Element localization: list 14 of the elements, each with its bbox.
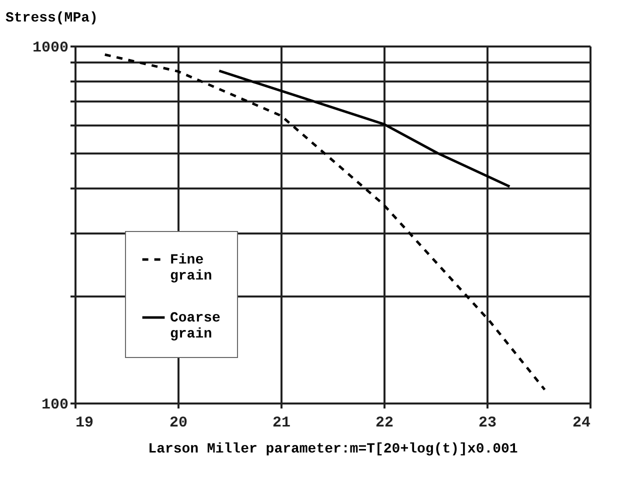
y-tick-label: 100: [41, 396, 68, 414]
x-tick-label: 23: [478, 414, 497, 432]
x-tick-label: 19: [76, 414, 94, 432]
legend-label: Fine grain: [170, 252, 212, 284]
line-series: [104, 53, 546, 391]
legend-label: Coarse grain: [170, 310, 220, 342]
x-tick-label: 24: [572, 414, 590, 432]
y-tick-label: 1000: [32, 40, 68, 56]
x-tick-label: 21: [272, 414, 291, 432]
y-axis-title: Stress(MPa): [6, 10, 98, 26]
x-tick-label: 20: [169, 414, 188, 432]
line-series: [218, 70, 511, 188]
x-tick-label: 22: [375, 414, 394, 432]
x-axis-title: Larson Miller parameter:m=T[20+log(t)]x0.001: [148, 442, 518, 458]
